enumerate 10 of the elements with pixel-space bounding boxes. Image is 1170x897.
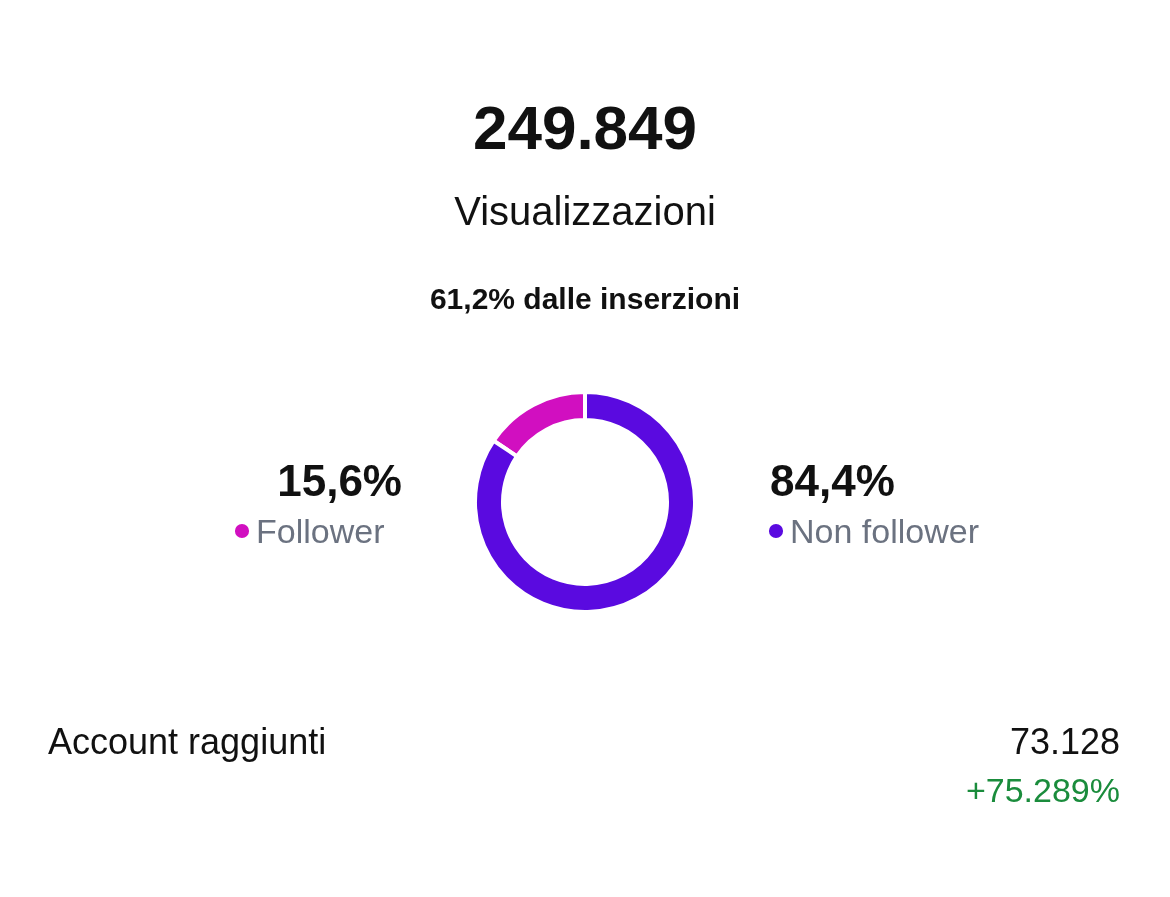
text: +75.289% [965,771,1120,809]
legend-label: Non follower [790,512,979,550]
text: Account raggiunti [48,721,327,762]
text: 73.128 [1009,721,1120,762]
data-label: 15,6% [277,456,402,505]
chart-subtitle: Visualizzazioni [454,189,716,233]
chart-title: 249.849 [472,93,698,162]
text: 61,2% dalle inserzioni [429,282,741,315]
legend-label: Follower [256,512,385,550]
data-label: 84,4% [770,456,895,505]
